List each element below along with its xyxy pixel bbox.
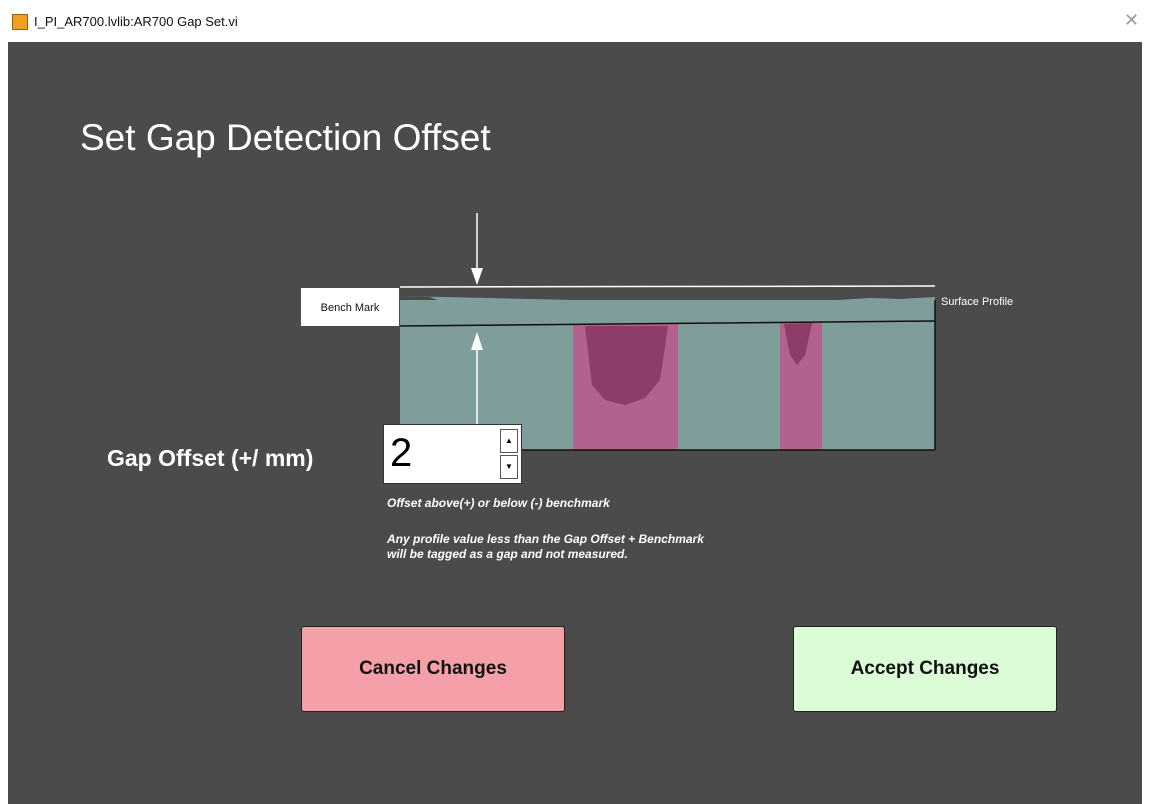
gap-offset-value[interactable]: 2 (390, 431, 413, 475)
gap-dip (784, 323, 812, 365)
gap-offset-label: Gap Offset (+/ mm) (107, 445, 314, 471)
app-icon (12, 14, 28, 30)
gap-dip (585, 326, 668, 405)
arrow-head (471, 268, 483, 285)
profile-top (400, 296, 573, 326)
accept-button[interactable]: Accept Changes (793, 626, 1057, 712)
benchmark-line (399, 320, 936, 327)
title-bar: I_PI_AR700.lvlib:AR700 Gap Set.vi ✕ (0, 0, 1150, 42)
arrow-head (471, 332, 483, 350)
close-button[interactable]: ✕ (1124, 10, 1140, 30)
numeric-control[interactable]: 2 ▲ ▼ (383, 424, 522, 484)
heading: Set Gap Detection Offset (80, 117, 491, 158)
help-text: Offset above(+) or below (-) benchmark (387, 496, 610, 510)
increment-button[interactable]: ▲ (500, 429, 518, 453)
surface-profile-label: Surface Profile (941, 296, 1013, 308)
decrement-button[interactable]: ▼ (500, 455, 518, 479)
bench-mark-label: Bench Mark (321, 302, 380, 314)
cancel-button[interactable]: Cancel Changes (301, 626, 565, 712)
bench-mark-box (301, 288, 399, 326)
help-text: Any profile value less than the Gap Offs… (387, 532, 704, 546)
window-title: I_PI_AR700.lvlib:AR700 Gap Set.vi (34, 14, 238, 29)
profile-top (822, 297, 935, 322)
top-line (399, 285, 936, 288)
profile-top (678, 302, 780, 322)
help-text: will be tagged as a gap and not measured… (387, 547, 628, 561)
